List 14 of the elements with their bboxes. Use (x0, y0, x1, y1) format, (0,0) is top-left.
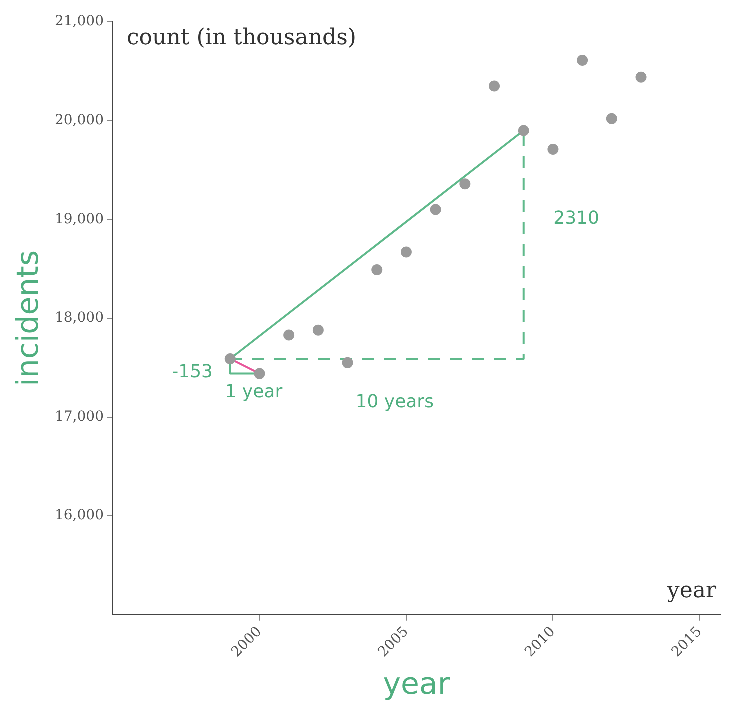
annotation: count (in thousands) (126, 26, 356, 51)
y-axis-title: incidents (10, 250, 46, 387)
annotation: 1 year (225, 381, 284, 402)
y-tick-label: 21,000 (54, 14, 104, 30)
y-tick-label: 17,000 (54, 408, 104, 425)
y-tick-label: 18,000 (54, 310, 104, 326)
y-tick-label: 20,000 (54, 112, 104, 128)
annotation: 2310 (554, 208, 600, 230)
y-tick-label: 16,000 (54, 508, 104, 524)
y-tick-label: 19,000 (54, 211, 104, 228)
annotation: year (666, 578, 717, 604)
annotation: -153 (172, 362, 213, 383)
annotation: 10 years (356, 391, 434, 412)
x-axis-title: year (383, 666, 451, 702)
